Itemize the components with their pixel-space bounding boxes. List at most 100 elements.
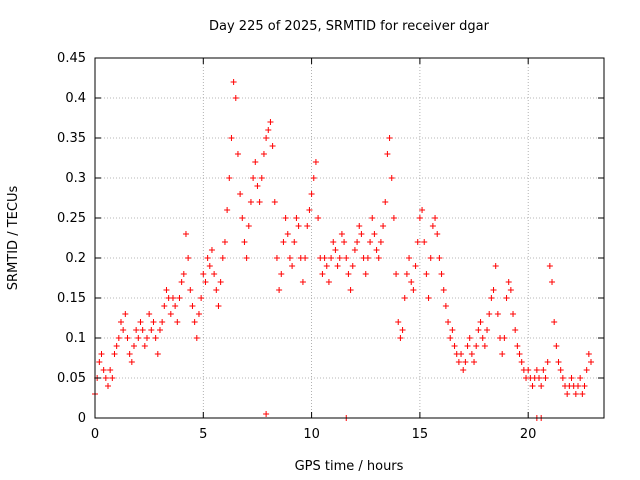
data-point <box>341 239 348 245</box>
data-point <box>494 311 501 317</box>
data-point <box>479 335 486 341</box>
data-point <box>529 383 536 389</box>
data-point <box>113 343 120 349</box>
data-point <box>100 367 107 373</box>
data-point <box>577 375 584 381</box>
y-tick-label: 0.05 <box>57 371 86 386</box>
data-point <box>568 375 575 381</box>
data-point <box>549 279 556 285</box>
data-point <box>380 223 387 229</box>
data-point <box>104 383 111 389</box>
data-point <box>546 263 553 269</box>
data-point <box>219 255 226 261</box>
data-point <box>507 287 514 293</box>
data-point <box>137 319 144 325</box>
data-point <box>291 239 298 245</box>
y-tick-label: 0 <box>78 411 86 426</box>
data-point <box>148 327 155 333</box>
data-point <box>471 359 478 365</box>
data-point <box>395 319 402 325</box>
data-point <box>386 135 393 141</box>
data-point <box>304 223 311 229</box>
axis-ticks: 0 0.05 0.1 0.15 0.2 0.25 0.3 0.35 0.4 0.45 0 5 10 15 2… <box>57 51 604 442</box>
data-point <box>516 351 523 357</box>
data-point <box>544 359 551 365</box>
data-point <box>440 287 447 293</box>
data-point <box>338 231 345 237</box>
data-point <box>583 367 590 373</box>
data-point <box>451 343 458 349</box>
data-point <box>397 335 404 341</box>
data-point <box>325 279 332 285</box>
data-point <box>271 199 278 205</box>
data-point <box>200 271 207 277</box>
data-point <box>533 367 540 373</box>
data-point <box>215 303 222 309</box>
data-point <box>213 287 220 293</box>
data-point <box>312 159 319 165</box>
data-point <box>468 351 475 357</box>
data-point <box>120 327 127 333</box>
data-point <box>176 295 183 301</box>
y-tick-label: 0.35 <box>57 131 86 146</box>
data-point <box>96 359 103 365</box>
data-point <box>429 223 436 229</box>
data-point <box>518 359 525 365</box>
data-point <box>488 295 495 301</box>
data-point <box>356 223 363 229</box>
data-point <box>559 375 566 381</box>
data-point <box>540 367 547 373</box>
data-point <box>187 287 194 293</box>
data-point <box>401 295 408 301</box>
data-point <box>445 319 452 325</box>
data-point <box>319 271 326 277</box>
data-point <box>226 175 233 181</box>
data-point <box>202 279 209 285</box>
x-tick-label: 20 <box>520 427 537 442</box>
data-point <box>345 271 352 277</box>
data-point <box>367 239 374 245</box>
data-point <box>221 239 228 245</box>
data-point <box>321 255 328 261</box>
data-point <box>280 239 287 245</box>
data-point <box>302 255 309 261</box>
data-point <box>286 255 293 261</box>
data-point <box>206 263 213 269</box>
x-tick-label: 10 <box>303 427 320 442</box>
data-point <box>406 255 413 261</box>
data-point <box>388 175 395 181</box>
data-point <box>369 215 376 221</box>
data-point <box>143 335 150 341</box>
data-point <box>390 215 397 221</box>
data-point <box>98 351 105 357</box>
data-point <box>130 343 137 349</box>
data-point <box>432 215 439 221</box>
data-point <box>490 287 497 293</box>
data-point <box>481 343 488 349</box>
data-point <box>377 239 384 245</box>
data-point <box>421 239 428 245</box>
data-point <box>250 175 257 181</box>
data-point <box>551 319 558 325</box>
data-point <box>564 391 571 397</box>
y-tick-label: 0.2 <box>65 251 86 266</box>
data-point <box>499 351 506 357</box>
data-point <box>102 375 109 381</box>
data-point <box>135 335 142 341</box>
data-point <box>501 335 508 341</box>
data-point <box>234 151 241 157</box>
data-point <box>575 383 582 389</box>
data-point <box>373 247 380 253</box>
data-point <box>163 287 170 293</box>
data-point <box>299 279 306 285</box>
data-point <box>375 255 382 261</box>
data-point <box>295 223 302 229</box>
data-point <box>273 255 280 261</box>
y-tick-label: 0.3 <box>65 171 86 186</box>
data-point <box>512 327 519 333</box>
data-point <box>278 271 285 277</box>
data-point <box>276 287 283 293</box>
data-point <box>195 311 202 317</box>
data-point <box>243 255 250 261</box>
data-point <box>382 199 389 205</box>
